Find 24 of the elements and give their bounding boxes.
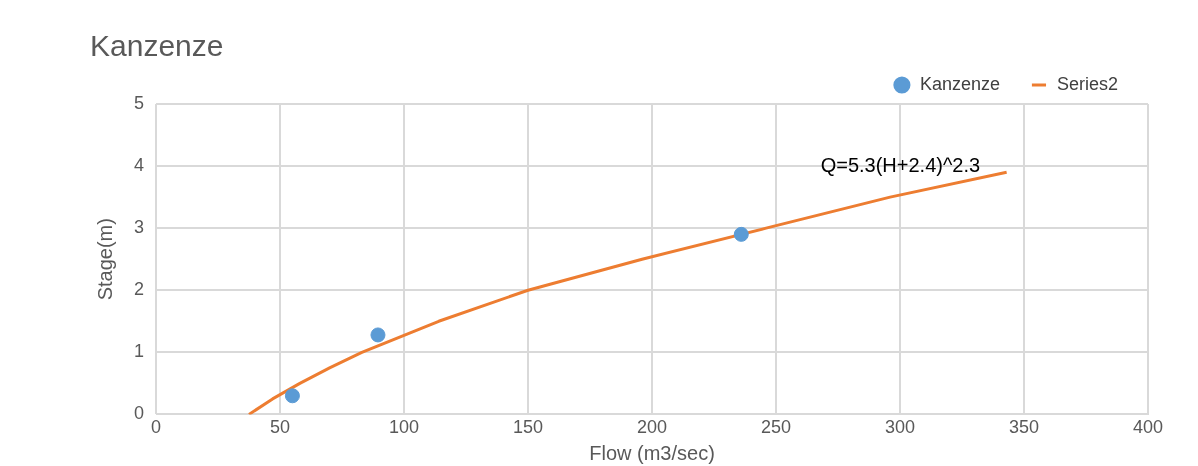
y-tick-label: 5 xyxy=(134,92,145,113)
annotation: Q=5.3(H+2.4)^2.3 xyxy=(820,153,981,176)
y-tick-label: 4 xyxy=(134,155,145,176)
x-axis-title: Flow (m3/sec) xyxy=(589,441,715,464)
y-tick-label: 1 xyxy=(134,341,145,362)
point xyxy=(284,388,300,404)
point xyxy=(370,327,386,343)
legend-label: Kanzenze xyxy=(919,73,1000,94)
x-tick-label: 0 xyxy=(151,417,162,438)
y-axis-title: Stage(m) xyxy=(93,218,116,301)
point xyxy=(733,226,749,242)
y-tick-label: 3 xyxy=(134,217,145,238)
x-tick-label: 150 xyxy=(512,417,544,438)
x-tick-label: 100 xyxy=(388,417,420,438)
legend-label: Series2 xyxy=(1056,73,1118,94)
y-tick-label: 2 xyxy=(134,279,145,300)
x-tick-label: 400 xyxy=(1132,417,1164,438)
y-tick-label: 0 xyxy=(134,403,145,424)
x-tick-label: 200 xyxy=(636,417,668,438)
x-tick-label: 250 xyxy=(760,417,792,438)
x-tick-label: 50 xyxy=(269,417,291,438)
x-tick-label: 300 xyxy=(884,417,916,438)
chart-title: Kanzenze xyxy=(90,29,224,63)
x-tick-label: 350 xyxy=(1008,417,1040,438)
